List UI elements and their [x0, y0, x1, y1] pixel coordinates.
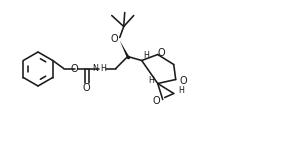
Text: H: H	[143, 51, 149, 60]
Text: O: O	[153, 97, 160, 107]
Text: O: O	[71, 63, 78, 73]
Polygon shape	[120, 41, 129, 57]
Text: H: H	[178, 86, 184, 95]
Text: O: O	[111, 34, 118, 44]
Text: N: N	[92, 64, 98, 73]
Text: H: H	[100, 64, 106, 73]
Text: O: O	[83, 83, 91, 93]
Text: O: O	[180, 76, 188, 86]
Text: H: H	[148, 76, 154, 85]
Text: O: O	[158, 49, 165, 58]
